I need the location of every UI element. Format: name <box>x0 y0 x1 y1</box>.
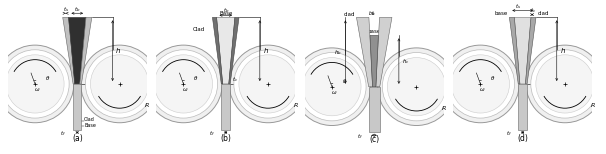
Circle shape <box>229 45 307 123</box>
Text: base: base <box>368 29 381 34</box>
Polygon shape <box>510 17 520 84</box>
Text: $\omega$: $\omega$ <box>330 89 337 96</box>
Text: Clad: Clad <box>84 117 95 122</box>
Text: $R$: $R$ <box>441 104 447 112</box>
Text: Base: Base <box>84 123 96 128</box>
Text: $h_c$: $h_c$ <box>402 57 409 65</box>
Polygon shape <box>73 84 81 130</box>
Polygon shape <box>68 17 86 84</box>
Text: $b_b$: $b_b$ <box>368 9 375 18</box>
Circle shape <box>526 45 604 123</box>
Circle shape <box>0 45 74 123</box>
Circle shape <box>293 48 371 126</box>
Polygon shape <box>213 17 222 84</box>
Circle shape <box>149 50 218 118</box>
Circle shape <box>145 45 222 123</box>
Polygon shape <box>376 17 392 87</box>
Polygon shape <box>356 17 373 87</box>
Text: $\theta$: $\theta$ <box>490 74 495 82</box>
Polygon shape <box>370 35 378 87</box>
Polygon shape <box>368 87 380 132</box>
Text: $\omega$: $\omega$ <box>33 86 40 93</box>
Polygon shape <box>80 17 92 84</box>
Circle shape <box>382 53 451 121</box>
Text: $\theta$: $\theta$ <box>45 74 50 82</box>
Text: $\omega$: $\omega$ <box>479 86 485 93</box>
Circle shape <box>387 58 445 116</box>
Circle shape <box>90 55 148 113</box>
Text: $t_s$: $t_s$ <box>62 5 68 14</box>
Text: Clad: Clad <box>193 27 205 32</box>
Polygon shape <box>525 17 536 84</box>
Text: $h$: $h$ <box>262 46 268 55</box>
Circle shape <box>85 50 154 118</box>
Text: $t_f$: $t_f$ <box>358 132 364 141</box>
Text: $\theta$: $\theta$ <box>342 77 347 85</box>
Text: $t_c$: $t_c$ <box>371 9 377 18</box>
Text: $R$: $R$ <box>293 101 298 109</box>
Text: (b): (b) <box>221 134 231 143</box>
Circle shape <box>536 55 594 113</box>
Polygon shape <box>221 84 230 130</box>
Circle shape <box>442 45 519 123</box>
Circle shape <box>239 55 297 113</box>
Polygon shape <box>514 17 531 84</box>
Text: $R$: $R$ <box>144 101 150 109</box>
Circle shape <box>234 50 302 118</box>
Text: $\theta$: $\theta$ <box>193 74 198 82</box>
Text: $t_c$: $t_c$ <box>530 7 536 15</box>
Text: clad: clad <box>344 12 355 17</box>
Text: $t_f$: $t_f$ <box>209 129 215 138</box>
Text: Base: Base <box>219 11 233 16</box>
Text: $h_b$: $h_b$ <box>334 48 342 57</box>
Text: (c): (c) <box>369 135 379 144</box>
Polygon shape <box>229 17 239 84</box>
Circle shape <box>81 45 158 123</box>
Circle shape <box>531 50 599 118</box>
Text: (d): (d) <box>518 134 528 143</box>
Circle shape <box>298 53 366 121</box>
Polygon shape <box>518 84 527 130</box>
Circle shape <box>303 58 361 116</box>
Text: $t_b$: $t_b$ <box>222 7 229 15</box>
Text: $t_f$: $t_f$ <box>506 129 512 138</box>
Text: $t_f$: $t_f$ <box>61 129 67 138</box>
Circle shape <box>446 50 514 118</box>
Text: $t_s$: $t_s$ <box>516 2 522 11</box>
Text: $\omega$: $\omega$ <box>182 86 188 93</box>
Text: $t_b$: $t_b$ <box>74 5 81 14</box>
Circle shape <box>378 48 455 126</box>
Circle shape <box>1 50 69 118</box>
Polygon shape <box>216 17 235 84</box>
Circle shape <box>6 55 64 113</box>
Text: $t_c$: $t_c$ <box>232 75 239 84</box>
Text: $h$: $h$ <box>115 46 121 55</box>
Text: base: base <box>494 11 508 16</box>
Polygon shape <box>62 17 75 84</box>
Text: $R$: $R$ <box>590 101 595 109</box>
Text: $h$: $h$ <box>559 46 565 55</box>
Text: clad: clad <box>538 11 549 16</box>
Text: (a): (a) <box>72 134 82 143</box>
Circle shape <box>155 55 213 113</box>
Circle shape <box>451 55 510 113</box>
